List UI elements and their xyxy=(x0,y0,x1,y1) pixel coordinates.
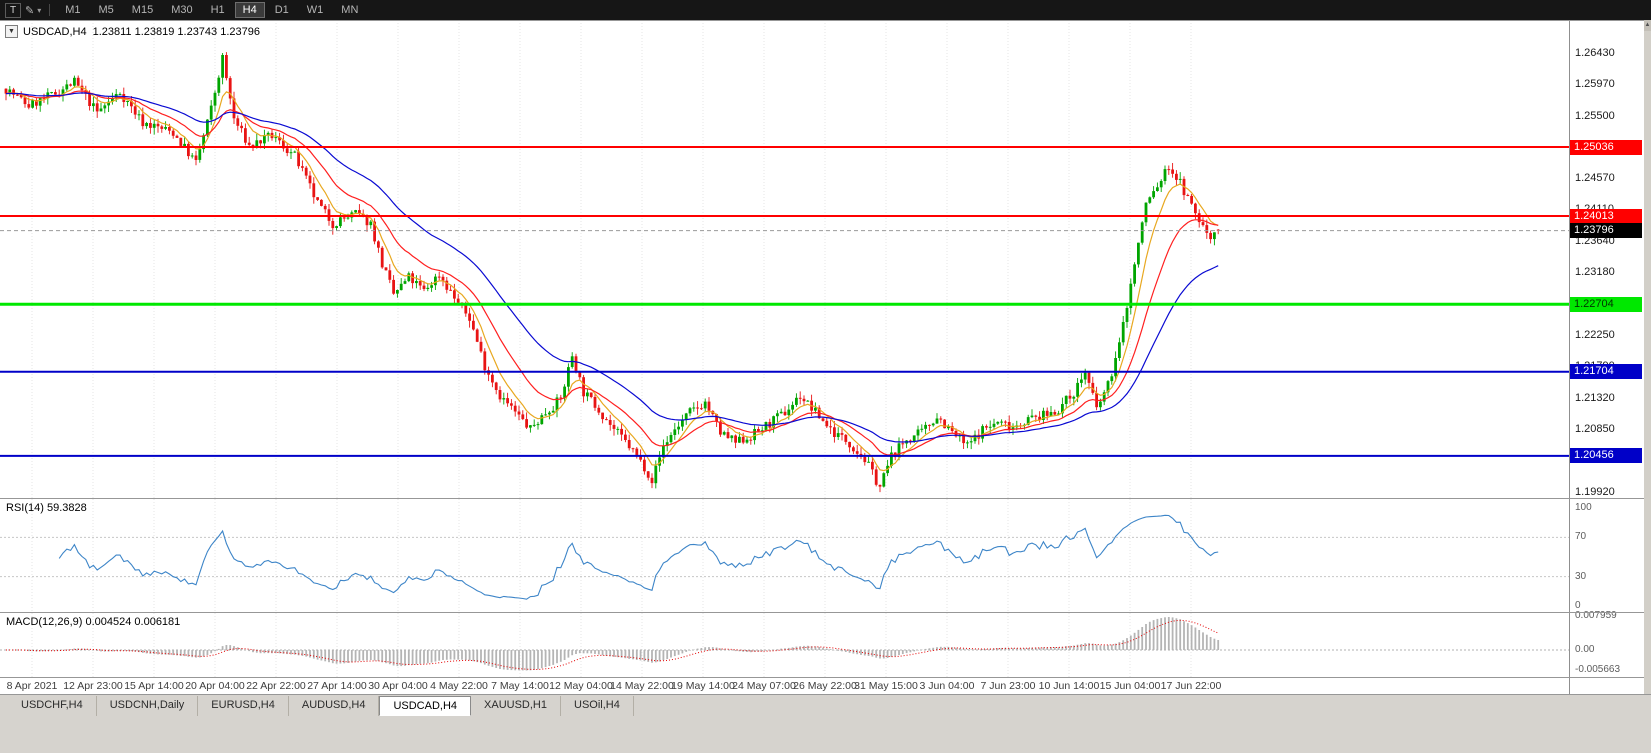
symbol-timeframe-label: USDCAD,H4 xyxy=(23,25,87,38)
time-axis[interactable]: 8 Apr 2021 12 Apr 23:00 15 Apr 14:00 20 Apr… xyxy=(0,678,1569,694)
time-label: 12 May 04:00 xyxy=(549,680,613,692)
scroll-up-icon[interactable]: ▲ xyxy=(1644,20,1651,31)
rsi-indicator-panel[interactable] xyxy=(0,499,1569,612)
rsi-label: RSI(14) 59.3828 xyxy=(6,502,87,514)
rsi-axis-label: 70 xyxy=(1575,531,1587,543)
timeframe-button-m30[interactable]: M30 xyxy=(171,4,193,16)
chart-tab-bar: USDCHF,H4 USDCNH,Daily EURUSD,H4 AUDUSD,H4 U… xyxy=(0,695,1651,716)
macd-label: MACD(12,26,9) 0.004524 0.006181 xyxy=(6,616,181,628)
time-label: 12 Apr 23:00 xyxy=(63,680,123,692)
time-label: 24 May 07:00 xyxy=(732,680,796,692)
time-label: 3 Jun 04:00 xyxy=(919,680,975,692)
bottom-strip xyxy=(0,716,1651,753)
time-label: 7 May 14:00 xyxy=(491,680,549,692)
chart-tab-usdchf-h4[interactable]: USDCHF,H4 xyxy=(8,696,97,716)
panel-divider xyxy=(0,20,1644,21)
candlestick-chart[interactable] xyxy=(0,20,1569,498)
rsi-axis-label: 0 xyxy=(1575,600,1581,611)
chart-scrollbar[interactable]: ▲ xyxy=(1644,20,1651,694)
chart-tab-xauusd-h1[interactable]: XAUUSD,H1 xyxy=(471,696,561,716)
level-price-badge: 1.24013 xyxy=(1570,208,1642,224)
price-tick: 1.25970 xyxy=(1575,78,1615,90)
level-price-badge: 1.22704 xyxy=(1570,296,1642,312)
time-label: 15 Apr 14:00 xyxy=(124,680,184,692)
timeframe-button-h1[interactable]: H1 xyxy=(210,4,225,16)
time-label: 19 May 14:00 xyxy=(671,680,735,692)
rsi-axis-label: 30 xyxy=(1575,570,1587,582)
macd-axis-label: 0.00 xyxy=(1575,644,1595,655)
timeframe-button-h4[interactable]: H4 xyxy=(234,2,265,18)
time-label: 7 Jun 23:00 xyxy=(980,680,1036,692)
time-label: 22 Apr 22:00 xyxy=(246,680,306,692)
time-label: 26 May 22:00 xyxy=(793,680,857,692)
timeframe-button-m15[interactable]: M15 xyxy=(131,4,154,16)
price-tick: 1.20850 xyxy=(1575,423,1615,436)
chart-tab-usoil-h4[interactable]: USOil,H4 xyxy=(561,696,634,716)
timeframe-button-d1[interactable]: D1 xyxy=(274,4,289,16)
macd-axis-label: 0.007959 xyxy=(1575,610,1617,621)
panel-divider xyxy=(0,694,1651,695)
level-price-badge: 1.21704 xyxy=(1570,364,1642,380)
draw-tool-icon[interactable]: ✎ xyxy=(25,4,35,17)
timeframe-button-m5[interactable]: M5 xyxy=(98,4,114,16)
toolbar-separator xyxy=(49,4,51,16)
time-label: 17 Jun 22:00 xyxy=(1160,680,1222,692)
time-label: 20 Apr 04:00 xyxy=(185,680,245,692)
price-tick: 1.21320 xyxy=(1575,391,1615,404)
panel-divider[interactable] xyxy=(0,612,1644,613)
collapse-chart-icon[interactable]: ▼ xyxy=(5,25,18,38)
timeframe-button-m1[interactable]: M1 xyxy=(65,4,81,16)
price-tick: 1.26430 xyxy=(1575,47,1615,59)
timeframe-button-mn[interactable]: MN xyxy=(341,4,359,16)
panel-divider xyxy=(0,677,1644,678)
ohlc-values: 1.23811 1.23819 1.23743 1.23796 xyxy=(92,25,260,38)
time-label: 27 Apr 14:00 xyxy=(307,680,367,692)
level-price-badge: 1.20456 xyxy=(1570,448,1642,464)
macd-axis-label: -0.005663 xyxy=(1575,664,1621,675)
chart-tab-usdcad-h4[interactable]: USDCAD,H4 xyxy=(379,696,472,716)
time-label: 14 May 22:00 xyxy=(610,680,674,692)
chevron-down-icon[interactable]: ▾ xyxy=(37,5,42,15)
price-tick: 1.22250 xyxy=(1575,328,1615,341)
panel-divider[interactable] xyxy=(0,498,1644,499)
time-label: 10 Jun 14:00 xyxy=(1038,680,1100,692)
time-label: 15 Jun 04:00 xyxy=(1099,680,1161,692)
timeframe-button-w1[interactable]: W1 xyxy=(306,4,324,16)
price-tick: 1.25500 xyxy=(1575,109,1615,122)
timeframe-button-group: M1 M5 M15 M30 H1 H4 D1 W1 MN xyxy=(56,2,367,18)
chart-tab-usdcnh-daily[interactable]: USDCNH,Daily xyxy=(97,696,199,716)
price-tick: 1.23640 xyxy=(1575,235,1615,248)
time-label: 31 May 15:00 xyxy=(854,680,918,692)
current-price-badge: 1.23796 xyxy=(1570,223,1642,239)
text-tool-button[interactable]: T xyxy=(5,2,21,18)
price-tick: 1.19920 xyxy=(1575,486,1615,499)
chart-tab-audusd-h4[interactable]: AUDUSD,H4 xyxy=(289,696,380,716)
rsi-axis-label: 100 xyxy=(1575,502,1592,513)
level-price-badge: 1.25036 xyxy=(1570,139,1642,155)
price-axis[interactable]: 1.264301.259701.255001.245701.241101.236… xyxy=(1569,20,1644,694)
macd-indicator-panel[interactable] xyxy=(0,613,1569,677)
top-toolbar: T ✎ ▾ M1 M5 M15 M30 H1 H4 D1 W1 MN xyxy=(0,0,1651,20)
time-label: 30 Apr 04:00 xyxy=(368,680,428,692)
chart-tab-eurusd-h4[interactable]: EURUSD,H4 xyxy=(198,696,289,716)
price-tick: 1.23180 xyxy=(1575,266,1615,279)
time-label: 8 Apr 2021 xyxy=(6,680,58,692)
chart-header: ▼ USDCAD,H4 1.23811 1.23819 1.23743 1.23… xyxy=(5,25,260,38)
time-label: 4 May 22:00 xyxy=(430,680,488,692)
price-tick: 1.24570 xyxy=(1575,172,1615,185)
